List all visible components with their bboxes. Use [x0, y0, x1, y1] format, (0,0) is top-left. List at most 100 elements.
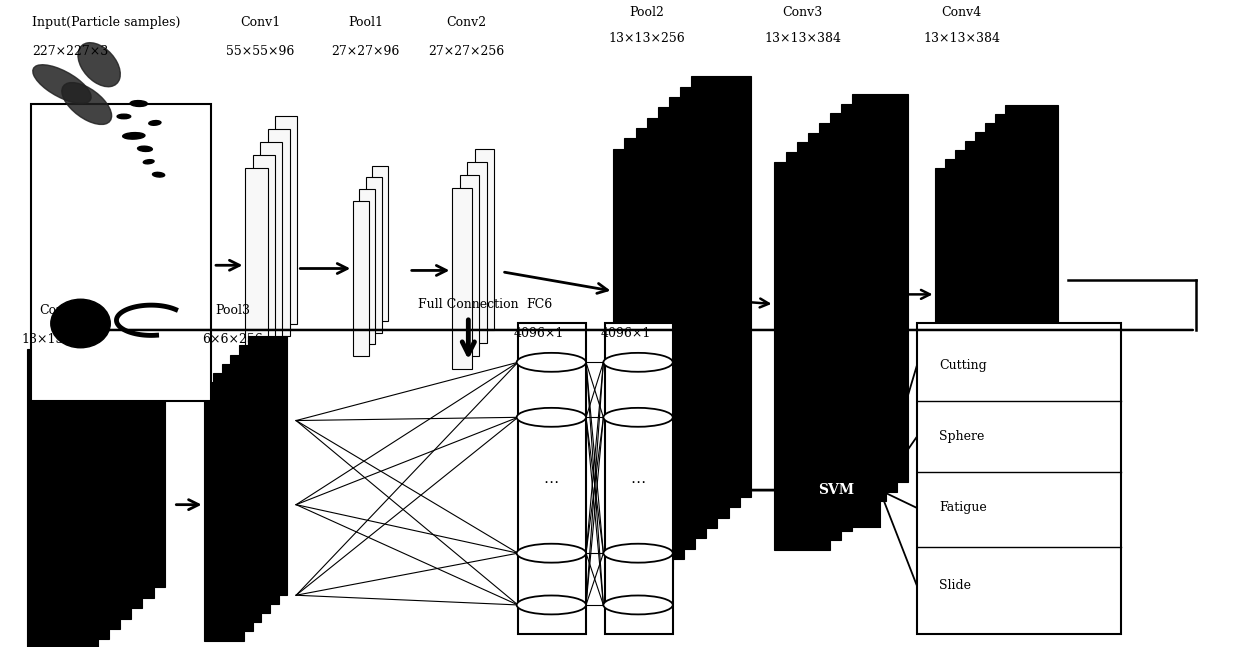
Bar — [995, 114, 1048, 483]
Bar — [204, 382, 244, 641]
Text: Cutting: Cutting — [939, 359, 987, 372]
Text: Conv1: Conv1 — [240, 16, 280, 29]
Bar — [27, 349, 87, 647]
Ellipse shape — [517, 595, 586, 615]
Bar — [975, 132, 1028, 501]
Text: 6×6×256: 6×6×256 — [202, 333, 264, 346]
Text: FC6: FC6 — [525, 298, 553, 311]
Text: 227×227×3: 227×227×3 — [32, 45, 109, 58]
Bar — [808, 133, 864, 521]
Bar — [965, 141, 1018, 510]
Bar — [372, 166, 388, 321]
Ellipse shape — [62, 83, 112, 124]
Text: Conv3: Conv3 — [783, 6, 823, 19]
Text: 13×13×256: 13×13×256 — [608, 32, 685, 45]
Bar — [786, 152, 841, 540]
Text: 13×13×256: 13×13×256 — [21, 333, 98, 346]
Bar — [72, 308, 131, 619]
Bar — [38, 339, 98, 647]
Bar — [94, 287, 154, 598]
Bar — [658, 107, 717, 528]
Text: Pool1: Pool1 — [348, 16, 383, 29]
Bar — [452, 188, 472, 369]
Bar — [636, 128, 695, 549]
Bar — [467, 162, 487, 343]
Bar — [841, 104, 897, 492]
Bar — [518, 324, 586, 634]
Ellipse shape — [152, 172, 165, 177]
Text: Fatigue: Fatigue — [939, 501, 987, 514]
Bar — [852, 94, 908, 482]
Text: 4096×1: 4096×1 — [514, 327, 564, 340]
Bar — [691, 76, 751, 497]
Bar — [613, 149, 673, 569]
Bar — [460, 175, 479, 356]
Ellipse shape — [123, 133, 145, 139]
Text: 27×27×96: 27×27×96 — [331, 45, 400, 58]
Bar — [50, 329, 109, 639]
Bar — [105, 277, 165, 587]
Ellipse shape — [144, 160, 154, 164]
Bar — [239, 345, 279, 604]
Bar — [793, 453, 880, 527]
Bar — [819, 123, 875, 511]
Text: Sphere: Sphere — [939, 430, 985, 443]
Bar — [917, 324, 1121, 634]
Text: SVM: SVM — [818, 483, 855, 497]
Ellipse shape — [78, 43, 120, 87]
Bar — [253, 155, 275, 362]
Ellipse shape — [138, 146, 152, 151]
Text: 4096×1: 4096×1 — [601, 327, 650, 340]
Bar — [830, 113, 886, 501]
Ellipse shape — [603, 353, 673, 372]
Bar — [669, 97, 729, 518]
Bar — [935, 168, 989, 537]
Ellipse shape — [51, 299, 110, 348]
Bar — [985, 123, 1038, 492]
Ellipse shape — [130, 100, 147, 107]
Ellipse shape — [116, 115, 131, 119]
Text: Pool2: Pool2 — [629, 6, 664, 19]
Text: 55×55×96: 55×55×96 — [225, 45, 295, 58]
Bar — [213, 373, 253, 631]
Ellipse shape — [517, 408, 586, 427]
Bar — [955, 150, 1009, 519]
Bar — [359, 189, 375, 344]
Bar — [222, 364, 261, 622]
Bar — [245, 168, 268, 375]
Text: 27×27×256: 27×27×256 — [427, 45, 504, 58]
Bar — [1005, 105, 1058, 474]
Text: ⋯: ⋯ — [544, 474, 559, 490]
Bar — [945, 159, 999, 528]
Bar — [680, 87, 740, 507]
Text: Conv2: Conv2 — [446, 16, 486, 29]
Bar — [647, 118, 706, 538]
Text: FC7: FC7 — [612, 298, 639, 311]
Bar — [31, 104, 211, 401]
Text: Full Connection: Full Connection — [418, 298, 519, 311]
Text: Input(Particle samples): Input(Particle samples) — [32, 16, 181, 29]
Ellipse shape — [603, 595, 673, 615]
Ellipse shape — [603, 543, 673, 563]
Bar — [83, 298, 142, 608]
Bar — [797, 142, 852, 531]
Bar — [248, 336, 287, 595]
Bar — [260, 142, 282, 349]
Bar — [61, 318, 120, 629]
Text: Conv5: Conv5 — [40, 304, 79, 317]
Bar — [624, 138, 684, 559]
Ellipse shape — [149, 120, 161, 126]
Text: ⋯: ⋯ — [631, 474, 646, 490]
Bar — [605, 324, 673, 634]
Ellipse shape — [32, 65, 92, 104]
Bar — [353, 201, 369, 356]
Bar — [268, 129, 290, 336]
Text: 13×13×384: 13×13×384 — [923, 32, 1000, 45]
Bar — [774, 162, 830, 550]
Bar — [275, 116, 297, 324]
Text: 13×13×384: 13×13×384 — [764, 32, 841, 45]
Text: Pool3: Pool3 — [216, 304, 250, 317]
Ellipse shape — [517, 353, 586, 372]
Bar — [230, 355, 270, 613]
Bar — [475, 149, 494, 330]
